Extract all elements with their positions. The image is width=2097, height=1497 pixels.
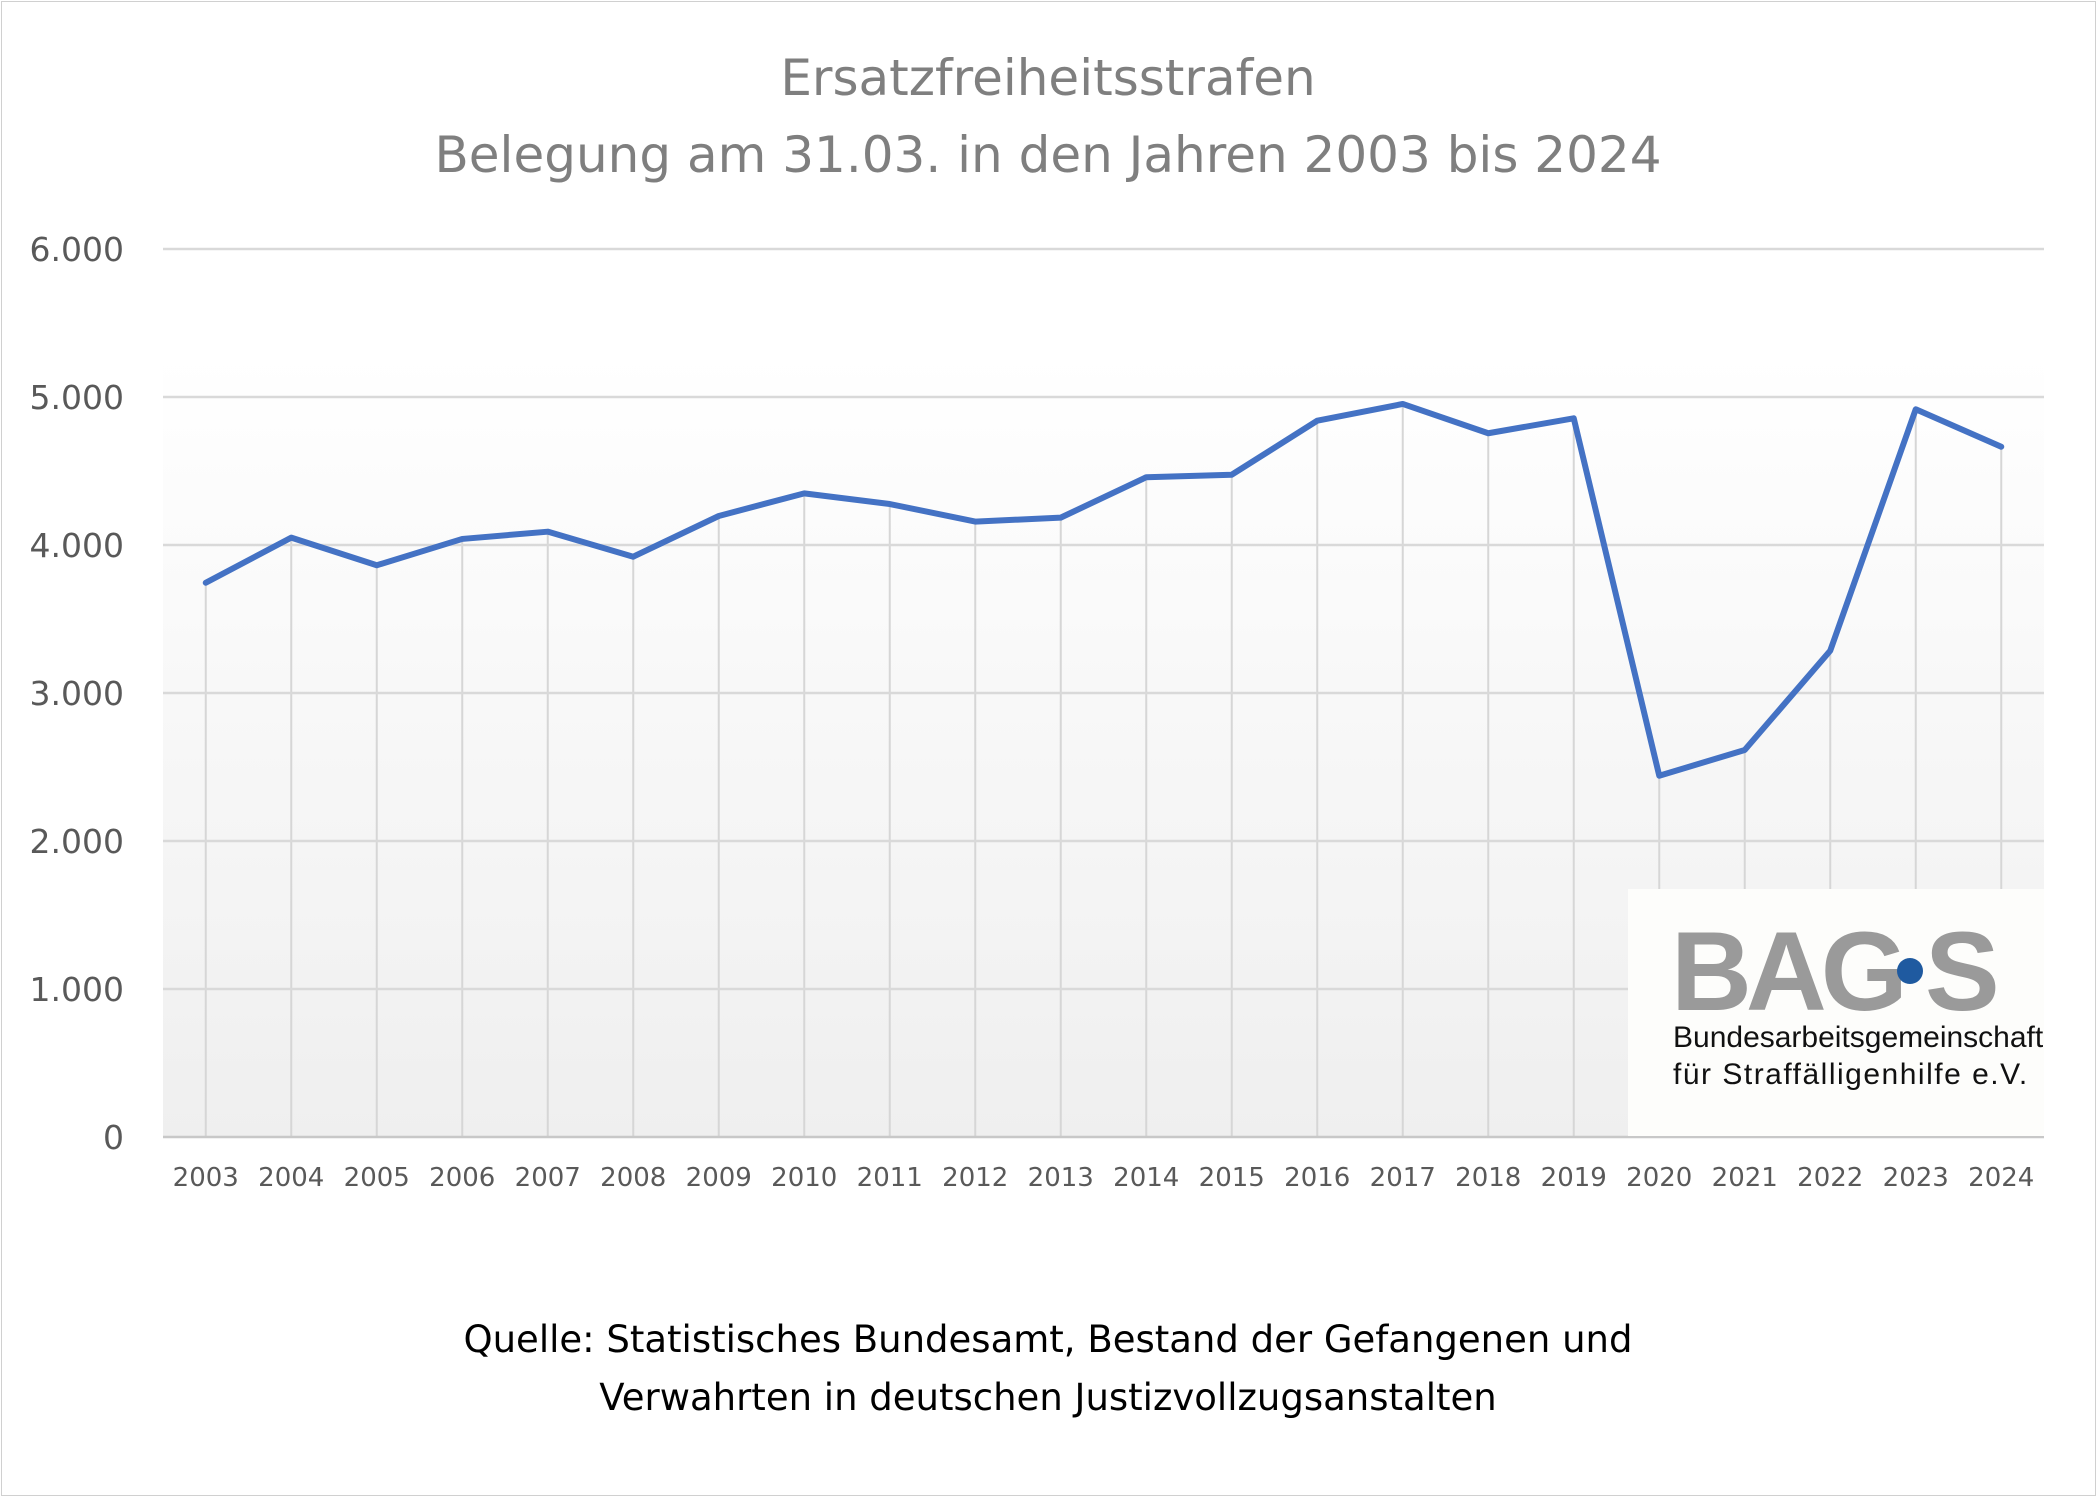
x-tick-label: 2010 [771, 1163, 837, 1193]
y-tick-label: 6.000 [30, 230, 124, 269]
x-tick-label: 2009 [686, 1163, 752, 1193]
logo-background [1628, 889, 2044, 1136]
y-tick-label: 2.000 [30, 822, 124, 861]
x-tick-label: 2023 [1883, 1163, 1949, 1193]
chart-subtitle: Belegung am 31.03. in den Jahren 2003 bi… [434, 126, 1661, 184]
y-tick-label: 1.000 [30, 970, 124, 1009]
x-tick-label: 2013 [1028, 1163, 1094, 1193]
x-tick-label: 2006 [429, 1163, 495, 1193]
logo-line2: für Straffälligenhilfe e.V. [1673, 1058, 2029, 1091]
x-tick-label: 2004 [258, 1163, 324, 1193]
y-tick-label: 0 [103, 1118, 124, 1157]
x-tick-label: 2019 [1541, 1163, 1607, 1193]
source-line-2: Verwahrten in deutschen Justizvollzugsan… [599, 1376, 1496, 1419]
y-tick-label: 5.000 [30, 378, 124, 417]
x-tick-label: 2007 [515, 1163, 581, 1193]
x-tick-label: 2012 [942, 1163, 1008, 1193]
logo-dot [1897, 958, 1923, 984]
logo-s: S [1925, 909, 1996, 1034]
x-tick-label: 2021 [1712, 1163, 1778, 1193]
logo-bag: BAG [1671, 909, 1902, 1034]
x-tick-label: 2020 [1626, 1163, 1692, 1193]
x-tick-label: 2017 [1370, 1163, 1436, 1193]
x-tick-label: 2014 [1113, 1163, 1179, 1193]
y-tick-label: 3.000 [30, 674, 124, 713]
x-tick-label: 2016 [1284, 1163, 1350, 1193]
x-tick-label: 2008 [600, 1163, 666, 1193]
series-line [202, 400, 2005, 779]
logo-line1: Bundesarbeitsgemeinschaft [1673, 1021, 2044, 1054]
chart-title: Ersatzfreiheitsstrafen [780, 49, 1315, 107]
x-tick-label: 2022 [1797, 1163, 1863, 1193]
x-tick-label: 2011 [857, 1163, 923, 1193]
logo: BAG S Bundesarbeitsgemeinschaft für Stra… [1628, 889, 2044, 1136]
source-line-1: Quelle: Statistisches Bundesamt, Bestand… [463, 1318, 1632, 1361]
x-tick-label: 2015 [1199, 1163, 1265, 1193]
x-tick-label: 2024 [1968, 1163, 2034, 1193]
x-tick-label: 2003 [173, 1163, 239, 1193]
y-tick-label: 4.000 [30, 526, 124, 565]
x-tick-label: 2005 [344, 1163, 410, 1193]
x-tick-label: 2018 [1455, 1163, 1521, 1193]
